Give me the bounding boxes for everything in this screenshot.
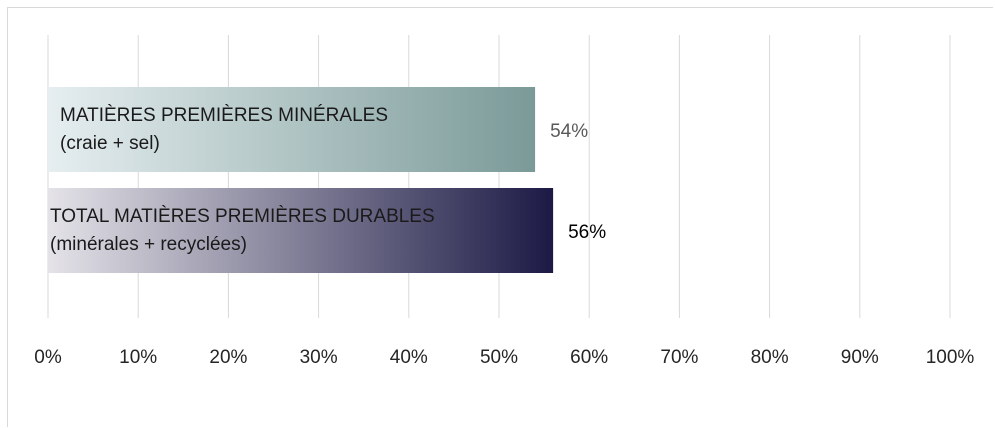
bars: MATIÈRES PREMIÈRES MINÉRALES (craie + sel… [48,87,606,273]
chart-frame [7,7,993,427]
x-tick-label: 50% [480,347,518,368]
x-tick-label: 90% [841,347,879,368]
bar [48,87,536,172]
x-tick-label: 0% [34,347,62,368]
gridlines [47,35,951,318]
x-tick-label: 100% [926,347,975,368]
bar-category-label: MATIÈRES PREMIÈRES MINÉRALES [60,105,388,126]
bar-value-label: 56% [568,222,606,243]
x-tick-label: 60% [570,347,608,368]
x-tick-label: 40% [390,347,428,368]
x-axis-ticks: 0% 10% 20% 30% 40% 50% 60% 70% 80% 90% 100% [34,347,974,368]
x-tick-label: 80% [751,347,789,368]
bar [48,188,554,273]
x-tick-label: 20% [209,347,247,368]
x-tick-label: 30% [300,347,338,368]
bar-value-label: 54% [550,121,588,142]
x-tick-label: 10% [119,347,157,368]
bar-category-label: TOTAL MATIÈRES PREMIÈRES DURABLES [50,206,435,227]
x-tick-label: 70% [660,347,698,368]
bar-category-label: (craie + sel) [60,133,160,154]
bar-category-label: (minérales + recyclées) [50,234,247,255]
